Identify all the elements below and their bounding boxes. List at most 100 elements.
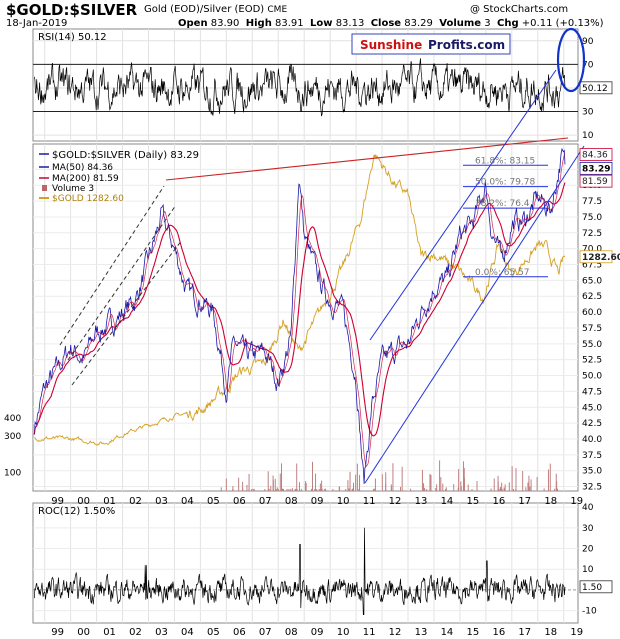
fib-level-label: 0.0%: 65.57 (475, 268, 530, 278)
channel-line-middle (67, 204, 177, 361)
x-tick-label: 02 (129, 496, 142, 507)
legend-gold: $GOLD 1282.60 (52, 194, 124, 204)
last-value-box (579, 250, 613, 264)
fib-level-label: 61.8%: 83.15 (475, 156, 535, 166)
x-tick-label: 99 (51, 496, 64, 507)
volume-value: 3 (484, 18, 491, 29)
x-axis-price: 99 00 01 02 03 04 05 06 07 08 09 10 11 12 13 14 15 16 17 18… (51, 496, 583, 507)
rsi-tick-label: 10 (582, 131, 594, 141)
x-tick-label: 01 (103, 627, 116, 638)
x-tick-label: 08 (285, 627, 298, 638)
price-tick-label: 65.0 (582, 276, 602, 286)
gold-axis: 100 300 400 (4, 414, 21, 479)
legend-volume: Volume 3 (52, 184, 94, 194)
ohlc-readout: Open 83.90 High 83.91 Low 83.13 Close 83… (178, 18, 604, 29)
chg-label: Chg (496, 18, 519, 29)
price-tick-label: 75.0 (582, 213, 602, 223)
resistance-line (165, 137, 569, 181)
price-tick-label: 72.5 (582, 229, 602, 239)
roc-tick-label: 40 (582, 503, 594, 513)
price-tick-label: 62.5 (582, 292, 602, 302)
close-value: 83.29 (404, 18, 433, 29)
open-label: Open (178, 18, 208, 29)
x-tick-label: 14 (441, 496, 454, 507)
price-tick-label: 45.0 (582, 403, 602, 413)
x-tick-label: 19 (570, 496, 583, 507)
price-legend: $GOLD:$SILVER (Daily) 83.29 MA(50) 84.36… (39, 150, 199, 204)
roc-last-value: 1.50 (582, 583, 602, 593)
x-tick-label: 00 (77, 627, 90, 638)
high-value: 83.91 (275, 18, 304, 29)
x-tick-label: 10 (337, 627, 350, 638)
price-tick-label: 37.5 (582, 451, 602, 461)
rsi-tick-label: 30 (582, 108, 594, 118)
price-grid (33, 144, 578, 491)
sunshine-profits-watermark: Sunshine Profits.com (351, 33, 511, 55)
volume-bars (220, 460, 558, 491)
last-value-label: 81.59 (582, 177, 608, 187)
price-tick-label: 55.0 (582, 340, 602, 350)
channel-line-lower (71, 239, 183, 386)
x-tick-label: 10 (337, 496, 350, 507)
x-tick-label: 11 (363, 496, 376, 507)
roc-grid (33, 503, 578, 623)
price-tick-label: 70.0 (582, 245, 602, 255)
x-tick-label: 15 (467, 496, 480, 507)
x-tick-label: 00 (77, 496, 90, 507)
x-tick-label: 12 (389, 627, 402, 638)
price-tick-label: 77.5 (582, 197, 602, 207)
last-value-label: 84.36 (582, 151, 608, 161)
ma50-series (33, 153, 566, 467)
price-tick-label: 50.0 (582, 372, 602, 382)
roc-series (33, 527, 566, 616)
x-tick-label: 19 (570, 627, 583, 638)
x-tick-label: 15 (467, 627, 480, 638)
description-text: Gold (EOD)/Silver (EOD) (144, 4, 265, 15)
x-tick-label: 03 (155, 496, 168, 507)
price-tick-label: 40.0 (582, 435, 602, 445)
x-tick-label: 17 (518, 496, 531, 507)
x-tick-label: 07 (259, 496, 272, 507)
chart-date: 18-Jan-2019 (6, 18, 68, 29)
price-tick-label: 42.5 (582, 419, 602, 429)
x-tick-label: 05 (207, 627, 220, 638)
gold-tick-label: 300 (4, 432, 21, 442)
exchange-text: CME (267, 5, 288, 15)
chart-description: Gold (EOD)/Silver (EOD) CME (144, 4, 287, 15)
rsi-last-label: 50.12 (579, 81, 613, 95)
fibonacci-retracements: 61.8%: 83.15 50.0%: 79.78 38.2%: 76.4 0.0%:… (463, 156, 548, 278)
x-tick-label: 13 (415, 627, 428, 638)
price-tick-label: 57.5 (582, 324, 602, 334)
last-value-box (579, 148, 613, 161)
rsi-tick-label: 70 (582, 60, 594, 70)
x-tick-label: 02 (129, 627, 142, 638)
x-tick-label: 09 (311, 627, 324, 638)
x-tick-label: 17 (518, 627, 531, 638)
x-tick-label: 12 (389, 496, 402, 507)
volume-label: Volume (439, 18, 482, 29)
roc-last-label: 1.50 (579, 580, 613, 594)
rsi-highlight-ellipse (556, 27, 586, 93)
x-tick-label: 08 (285, 496, 298, 507)
brand-text: @ StockCharts.com (470, 4, 569, 15)
last-value-box (579, 161, 613, 175)
x-tick-label: 16 (492, 496, 505, 507)
last-value-label: 1282.60 (582, 253, 620, 263)
x-axis-roc: 99 00 01 02 03 04 05 06 07 08 09 10 11 12 13 14 15 16 17 18… (51, 627, 583, 638)
roc-tick-label: 20 (582, 545, 594, 555)
roc-panel (32, 502, 579, 624)
x-tick-label: 99 (51, 627, 64, 638)
high-label: High (245, 18, 272, 29)
price-last-labels: 84.36 83.29 81.59 1282.60 (579, 148, 620, 264)
x-tick-label: 06 (233, 496, 246, 507)
price-tick-label: 67.5 (582, 261, 602, 271)
open-value: 83.90 (210, 18, 240, 29)
rsi-tick-label: 90 (582, 37, 594, 47)
x-tick-label: 01 (103, 496, 116, 507)
x-tick-label: 05 (207, 496, 220, 507)
x-tick-label: 16 (492, 627, 505, 638)
roc-legend: ROC(12) 1.50% (38, 506, 115, 517)
fib-level-label: 38.2%: 76.4 (475, 199, 530, 209)
price-axis: 32.5 35.0 37.5 40.0 42.5 45.0 47.5 50.0 52.5 55.0… (582, 165, 602, 492)
channel-line-upper (59, 185, 165, 346)
